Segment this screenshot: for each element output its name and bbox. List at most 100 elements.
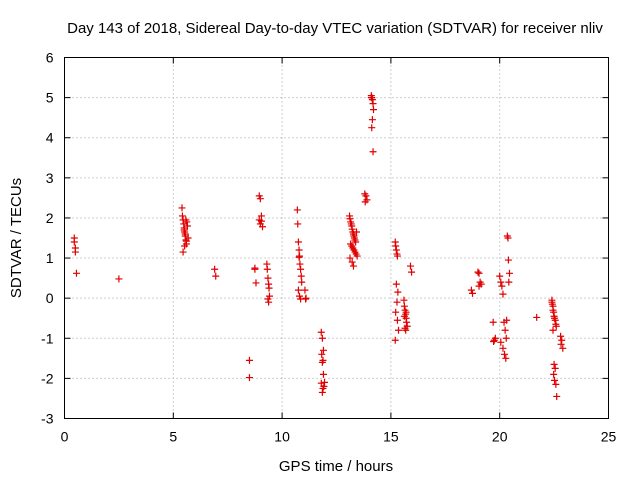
data-point: [504, 256, 512, 264]
data-point: [474, 268, 482, 276]
data-point: [392, 242, 400, 250]
y-tick-label: -1: [41, 330, 54, 346]
data-point: [318, 350, 326, 358]
data-point: [362, 192, 370, 200]
data-point: [369, 148, 377, 156]
y-tick-label: -2: [41, 370, 54, 386]
data-point: [293, 206, 301, 214]
data-point: [264, 295, 272, 303]
y-tick-label: 4: [46, 130, 54, 146]
data-point: [265, 298, 273, 306]
y-tick-label: 6: [46, 50, 54, 66]
data-point: [353, 228, 361, 236]
data-point: [557, 340, 565, 348]
data-point: [317, 328, 325, 336]
data-point: [408, 268, 416, 276]
data-point: [505, 269, 513, 277]
gridlines: [64, 57, 609, 419]
data-point: [302, 295, 310, 303]
x-tick-label: 25: [601, 429, 617, 445]
data-point: [400, 302, 408, 310]
data-point: [392, 308, 400, 316]
data-point: [393, 316, 401, 324]
x-axis-label: GPS time / hours: [279, 458, 393, 475]
data-point: [180, 226, 188, 234]
data-point: [178, 204, 186, 212]
y-tick-label: 3: [46, 170, 54, 186]
data-point: [393, 252, 401, 260]
data-point: [353, 252, 361, 260]
data-point: [501, 326, 509, 334]
chart-title: Day 143 of 2018, Sidereal Day-to-day VTE…: [67, 20, 603, 37]
y-tick-label: 2: [46, 210, 54, 226]
data-point: [552, 380, 560, 388]
data-point: [294, 220, 302, 228]
x-tick-label: 15: [383, 429, 399, 445]
data-point: [368, 124, 376, 132]
data-point: [181, 242, 189, 250]
x-tick-label: 5: [169, 429, 177, 445]
y-tick-label: 0: [46, 290, 54, 306]
data-point: [211, 265, 219, 273]
data-point: [551, 364, 559, 372]
data-point: [499, 290, 507, 298]
x-tick-label: 20: [492, 429, 508, 445]
data-point: [550, 370, 558, 378]
data-point: [392, 246, 400, 254]
data-point: [318, 388, 326, 396]
plot-frame: [64, 57, 609, 419]
data-point: [400, 296, 408, 304]
data-point: [319, 384, 327, 392]
data-point: [497, 338, 505, 346]
data-point: [498, 282, 506, 290]
data-point: [317, 379, 325, 387]
data-point: [295, 253, 303, 261]
data-point: [361, 198, 369, 206]
data-point: [346, 254, 354, 262]
data-point: [553, 392, 561, 400]
y-axis-tick-labels: -3 -2 -1 0 1 2 3 4 5 6: [41, 50, 54, 427]
data-point: [348, 258, 356, 266]
data-point: [406, 262, 414, 270]
data-point: [251, 265, 259, 273]
data-point: [182, 237, 190, 245]
data-point: [496, 272, 504, 280]
data-point: [395, 326, 403, 334]
data-point: [400, 312, 408, 320]
data-point: [319, 370, 327, 378]
data-point: [265, 284, 273, 292]
data-point: [256, 195, 264, 203]
data-point: [263, 265, 271, 273]
data-point: [181, 230, 189, 238]
data-point: [346, 215, 354, 223]
data-point: [549, 306, 557, 314]
y-tick-label: 1: [46, 250, 54, 266]
data-point: [394, 288, 402, 296]
data-point: [70, 238, 78, 246]
data-point: [259, 223, 267, 231]
y-axis-label: SDTVAR / TECUs: [8, 178, 25, 298]
data-point: [505, 278, 513, 286]
data-point: [369, 100, 377, 108]
data-point: [294, 238, 302, 246]
data-point: [559, 344, 567, 352]
data-point: [264, 274, 272, 282]
data-point: [402, 326, 410, 334]
axis-ticks: [64, 57, 609, 419]
data-point: [178, 212, 186, 220]
data-point: [403, 318, 411, 326]
data-point: [367, 94, 375, 102]
data-point: [369, 106, 377, 114]
data-point: [393, 298, 401, 306]
data-point: [182, 216, 190, 224]
data-point: [179, 248, 187, 256]
data-point: [391, 336, 399, 344]
data-point: [252, 279, 260, 287]
data-point: [497, 278, 505, 286]
data-point: [318, 334, 326, 342]
data-point: [257, 217, 265, 225]
data-point: [301, 286, 309, 294]
x-tick-label: 0: [61, 429, 69, 445]
